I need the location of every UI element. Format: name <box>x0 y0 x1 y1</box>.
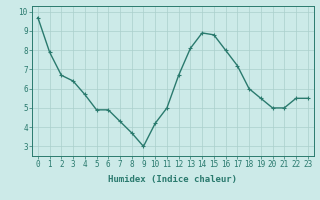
X-axis label: Humidex (Indice chaleur): Humidex (Indice chaleur) <box>108 175 237 184</box>
